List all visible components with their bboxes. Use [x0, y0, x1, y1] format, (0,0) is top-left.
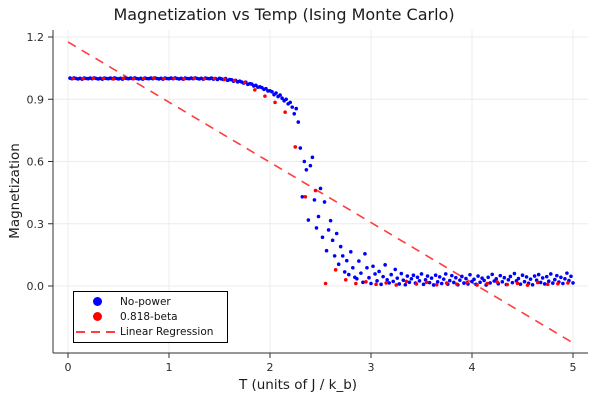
svg-text:5: 5 — [570, 361, 577, 374]
svg-text:2: 2 — [267, 361, 274, 374]
svg-text:0.3: 0.3 — [27, 218, 45, 231]
legend: No-power 0.818-beta Linear Regression — [73, 291, 228, 343]
legend-label: Linear Regression — [120, 326, 214, 339]
svg-text:0: 0 — [65, 361, 72, 374]
legend-entry-linear-regression: Linear Regression — [74, 325, 227, 339]
x-axis-label: T (units of J / k_b) — [238, 377, 358, 393]
legend-entry-no-power: No-power — [74, 295, 227, 309]
legend-label: No-power — [120, 295, 171, 308]
svg-text:0.0: 0.0 — [27, 280, 45, 293]
svg-text:4: 4 — [469, 361, 476, 374]
red-dot-marker-icon — [92, 312, 102, 322]
red-dashed-line-marker-icon — [76, 331, 118, 334]
legend-label: 0.818-beta — [120, 310, 178, 323]
svg-text:3: 3 — [368, 361, 375, 374]
svg-text:1: 1 — [166, 361, 173, 374]
legend-entry-beta: 0.818-beta — [74, 310, 227, 324]
blue-dot-marker-icon — [92, 297, 102, 307]
svg-text:0.6: 0.6 — [27, 156, 45, 169]
svg-text:0.9: 0.9 — [27, 93, 45, 106]
chart-title: Magnetization vs Temp (Ising Monte Carlo… — [113, 5, 455, 24]
svg-text:1.2: 1.2 — [27, 31, 45, 44]
